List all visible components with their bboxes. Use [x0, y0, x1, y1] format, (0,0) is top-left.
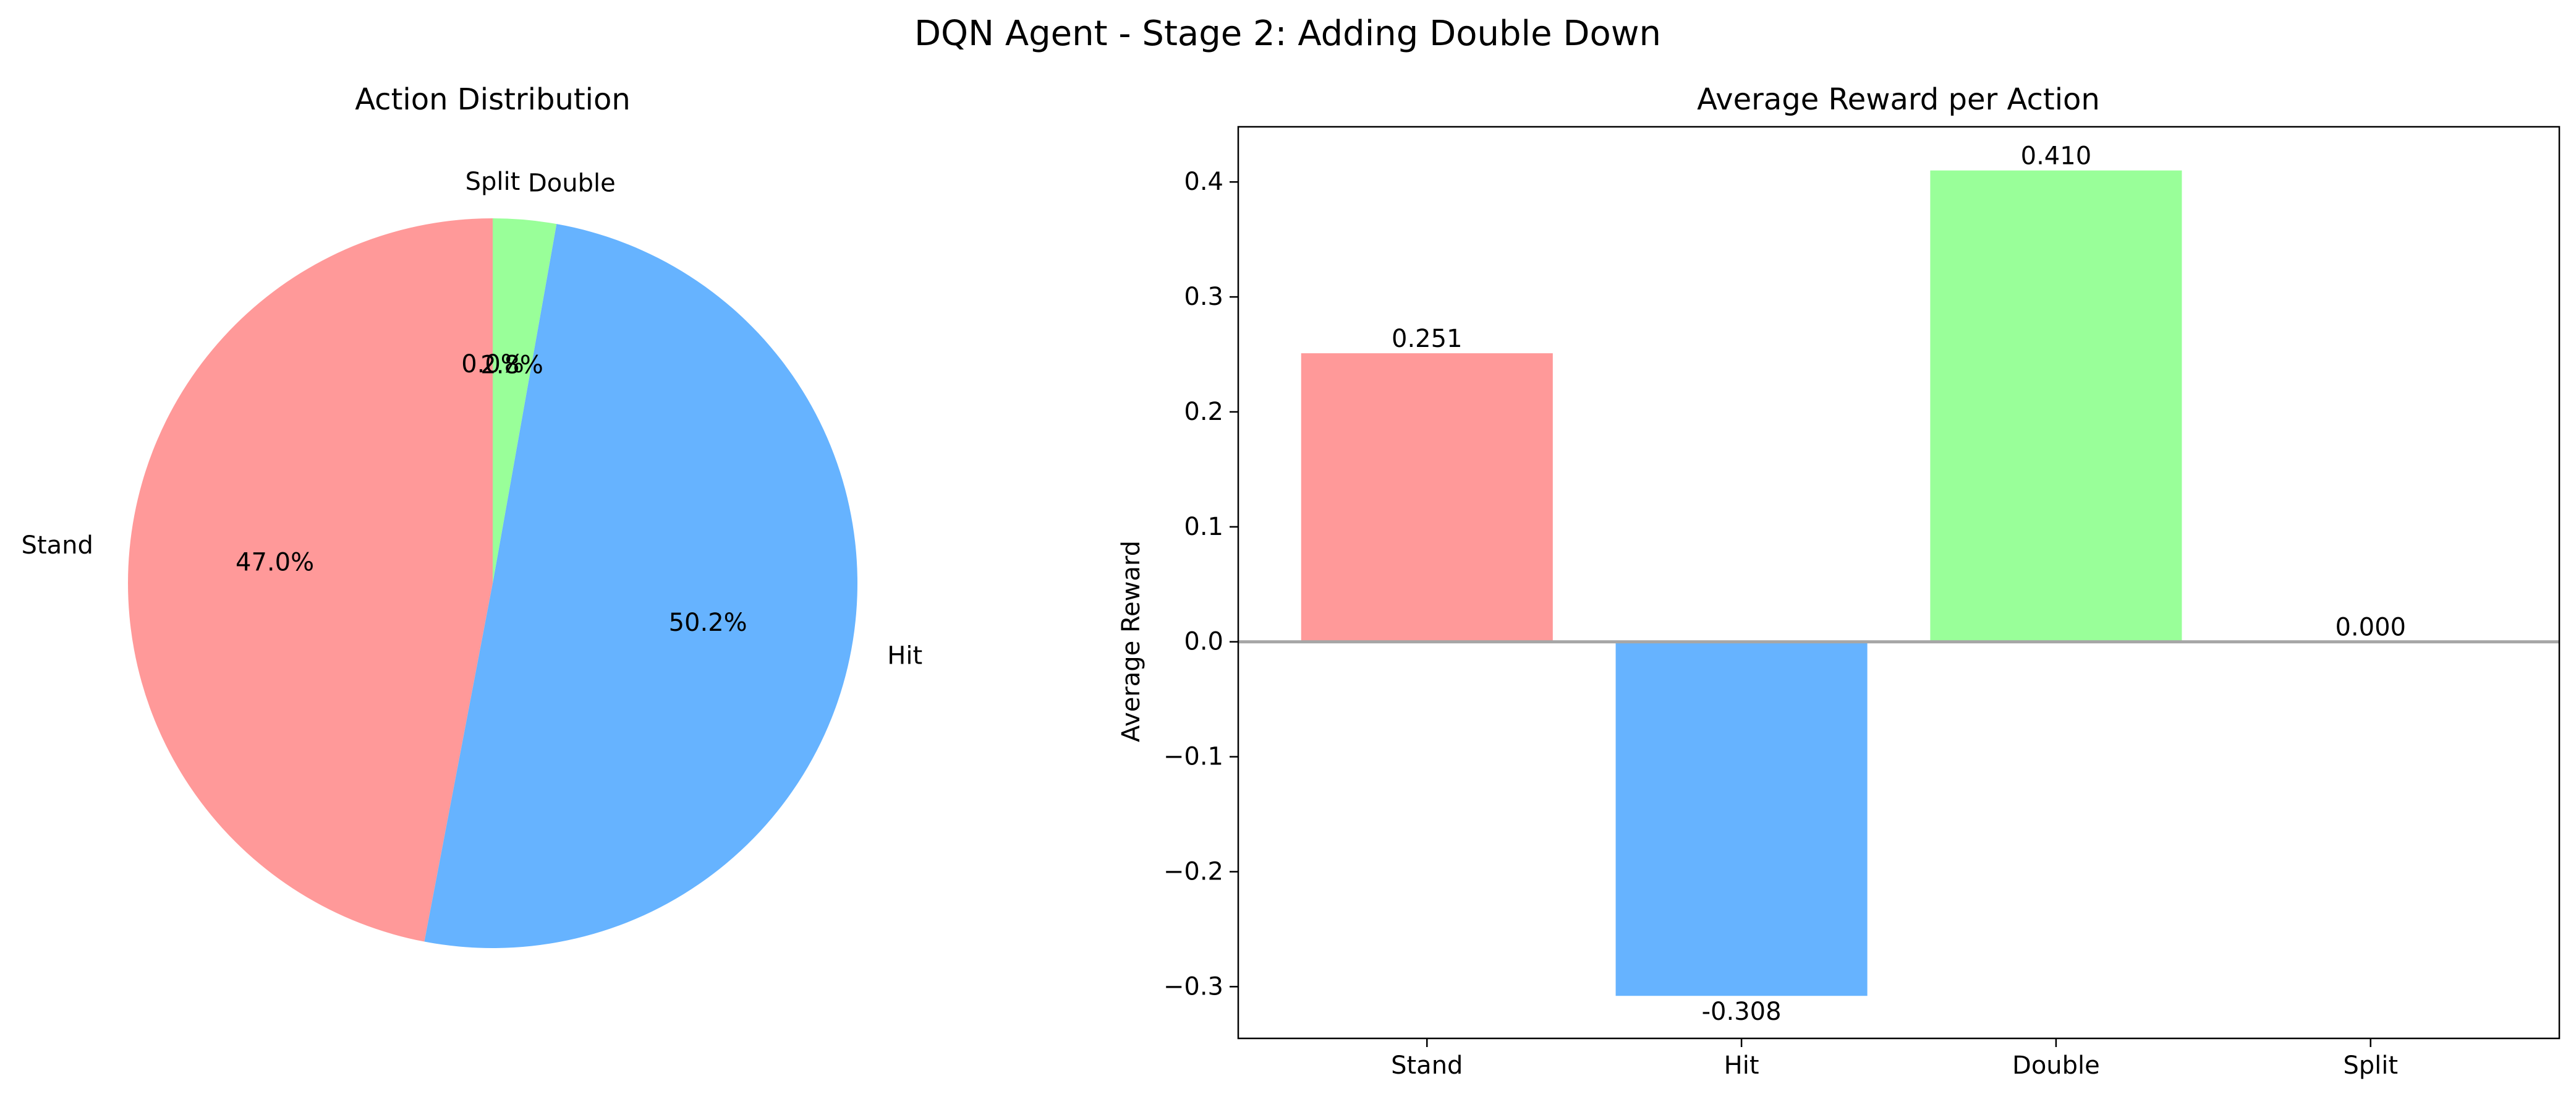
figure-title: DQN Agent - Stage 2: Adding Double Down [914, 14, 1661, 54]
pie-pct-split: 0.0% [461, 350, 524, 378]
bar-axes: −0.3 −0.2 −0.1 0.0 0.1 0.2 0.3 0.4 Stand Hit Doubl… [1163, 126, 2561, 1080]
y-tick-label: 0.1 [1184, 513, 1223, 541]
pie-slices [128, 218, 858, 949]
pie-slice-hit [424, 224, 858, 949]
pie-chart: Action Distribution Stand 47.0% Hit 50.2% Do… [22, 82, 923, 949]
bar-chart: Average Reward per Action Average Reward… [1117, 82, 2561, 1080]
pie-slice-stand [128, 218, 493, 942]
bar-value-label-hit: -0.308 [1702, 998, 1782, 1026]
bar-value-label-split: 0.000 [2335, 614, 2406, 642]
y-tick-label: 0.4 [1184, 168, 1223, 196]
x-tick-label-hit: Hit [1724, 1051, 1759, 1080]
y-tick-label: 0.0 [1184, 628, 1223, 656]
y-tick-label: −0.3 [1163, 972, 1223, 1001]
pie-pct-hit: 50.2% [669, 609, 747, 637]
pie-label-hit: Hit [887, 642, 922, 670]
pie-labels: Stand 47.0% Hit 50.2% Double 2.8% Split 0.0% [22, 168, 923, 670]
bar-value-label-stand: 0.251 [1392, 325, 1463, 353]
pie-label-split: Split [465, 168, 521, 196]
bar-ylabel: Average Reward [1117, 541, 1146, 742]
pie-pct-stand: 47.0% [236, 549, 314, 577]
x-tick-label-stand: Stand [1391, 1051, 1463, 1080]
bar-double [1930, 170, 2182, 642]
pie-label-double: Double [528, 169, 616, 198]
y-tick-label: 0.2 [1184, 398, 1223, 426]
y-tick-label: −0.1 [1163, 743, 1223, 771]
bar-value-label-double: 0.410 [2021, 142, 2092, 171]
x-tick-label-double: Double [2012, 1051, 2100, 1080]
bar-bars: 0.251 -0.308 0.410 0.000 [1301, 142, 2406, 1026]
pie-slice-double [493, 218, 557, 583]
bar-axes-frame [1237, 126, 2561, 1040]
pie-title: Action Distribution [355, 82, 631, 117]
pie-pct-double: 2.8% [480, 351, 543, 379]
x-tick-label-split: Split [2343, 1051, 2398, 1080]
bar-title: Average Reward per Action [1697, 82, 2100, 117]
bar-hit [1615, 641, 1868, 996]
bar-stand [1301, 353, 1553, 642]
y-tick-label: 0.3 [1184, 283, 1223, 311]
pie-label-stand: Stand [22, 531, 93, 560]
y-tick-label: −0.2 [1163, 857, 1223, 886]
